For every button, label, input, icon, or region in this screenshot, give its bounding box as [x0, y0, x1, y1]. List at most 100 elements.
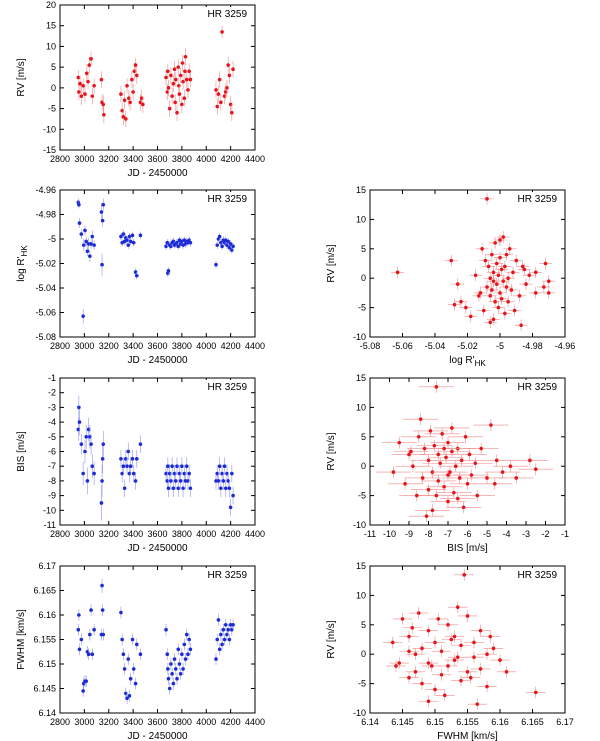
x-axis-label: JD - 2450000: [127, 355, 187, 366]
data-point: [173, 472, 178, 490]
data-point: [220, 464, 224, 483]
point-marker: [446, 664, 450, 668]
data-point: [459, 489, 495, 502]
data-point: [391, 448, 427, 461]
point-marker: [119, 610, 123, 615]
point-marker: [500, 470, 505, 474]
data-point: [128, 237, 133, 246]
data-point: [166, 479, 171, 498]
data-point: [167, 100, 172, 117]
point-marker: [169, 662, 173, 666]
point-marker: [125, 238, 129, 243]
x-tick-label: 6.145: [391, 717, 414, 727]
data-point: [182, 89, 187, 107]
data-point: [387, 477, 423, 490]
point-marker: [99, 501, 104, 505]
point-marker: [130, 233, 135, 238]
data-point: [529, 266, 543, 279]
data-point: [479, 454, 515, 467]
data-point: [134, 450, 139, 468]
point-marker: [498, 291, 502, 295]
data-point: [167, 682, 172, 695]
data-point: [121, 457, 126, 476]
data-point: [219, 479, 223, 498]
data-point: [425, 636, 445, 649]
y-tick-label: -5: [358, 679, 366, 689]
point-marker: [459, 643, 463, 648]
data-point: [169, 67, 173, 84]
data-point: [519, 278, 533, 290]
data-point: [100, 214, 105, 227]
y-tick-label: 5: [361, 432, 366, 442]
point-marker: [166, 69, 170, 74]
data-point: [432, 466, 468, 478]
data-point: [126, 241, 131, 249]
data-point: [483, 289, 497, 302]
point-marker: [183, 54, 188, 59]
data-point: [399, 630, 419, 643]
y-tick-label: 0: [361, 273, 366, 283]
data-point: [485, 284, 499, 296]
x-tick-label: 3400: [123, 529, 143, 539]
data-point: [81, 308, 85, 324]
point-marker: [407, 675, 411, 680]
point-marker: [79, 442, 84, 446]
data-point: [182, 638, 187, 651]
y-tick-label: 5: [361, 244, 366, 254]
point-marker: [177, 471, 182, 476]
point-marker: [180, 652, 184, 656]
x-tick-label: 3800: [172, 529, 192, 539]
data-point: [171, 677, 176, 690]
data-point: [480, 630, 500, 643]
point-marker: [81, 83, 85, 88]
point-marker: [85, 249, 90, 254]
point-marker: [100, 608, 105, 612]
data-point: [100, 604, 105, 616]
data-point: [227, 67, 232, 84]
data-point: [175, 672, 179, 685]
data-point: [434, 445, 470, 458]
point-marker: [446, 440, 450, 445]
point-marker: [498, 658, 502, 662]
data-point: [170, 87, 174, 105]
x-tick-label: 2800: [50, 717, 70, 727]
point-marker: [493, 299, 497, 304]
data-point: [120, 464, 124, 483]
x-axis-label: JD - 2450000: [127, 168, 187, 179]
data-point: [77, 83, 81, 101]
data-point: [425, 683, 445, 696]
data-point: [441, 633, 461, 646]
y-tick-label: 10: [356, 214, 366, 224]
data-point: [121, 108, 126, 126]
point-marker: [92, 627, 96, 632]
y-tick-label: 10: [356, 590, 366, 600]
data-point: [176, 643, 181, 656]
point-marker: [433, 640, 437, 645]
x-axis-label: JD - 2450000: [127, 731, 187, 741]
data-point: [402, 621, 422, 634]
point-marker: [90, 94, 95, 98]
data-point: [180, 96, 184, 113]
data-point: [444, 254, 458, 267]
data-point: [220, 25, 224, 39]
point-marker: [436, 479, 441, 483]
data-point: [418, 380, 454, 393]
y-tick-label: 10: [356, 402, 366, 412]
data-point: [459, 301, 473, 314]
data-point: [177, 85, 182, 103]
data-point: [180, 54, 185, 72]
data-point: [169, 658, 173, 670]
point-marker: [133, 63, 138, 67]
point-marker: [121, 652, 126, 656]
point-marker: [125, 696, 129, 701]
point-marker: [426, 661, 431, 665]
point-marker: [413, 670, 418, 674]
data-point: [101, 95, 106, 114]
point-marker: [524, 282, 528, 286]
y-tick-label: 15: [356, 561, 366, 571]
x-tick-label: 3200: [99, 341, 119, 351]
point-marker: [462, 573, 467, 577]
point-marker: [78, 81, 82, 86]
point-marker: [134, 73, 139, 78]
